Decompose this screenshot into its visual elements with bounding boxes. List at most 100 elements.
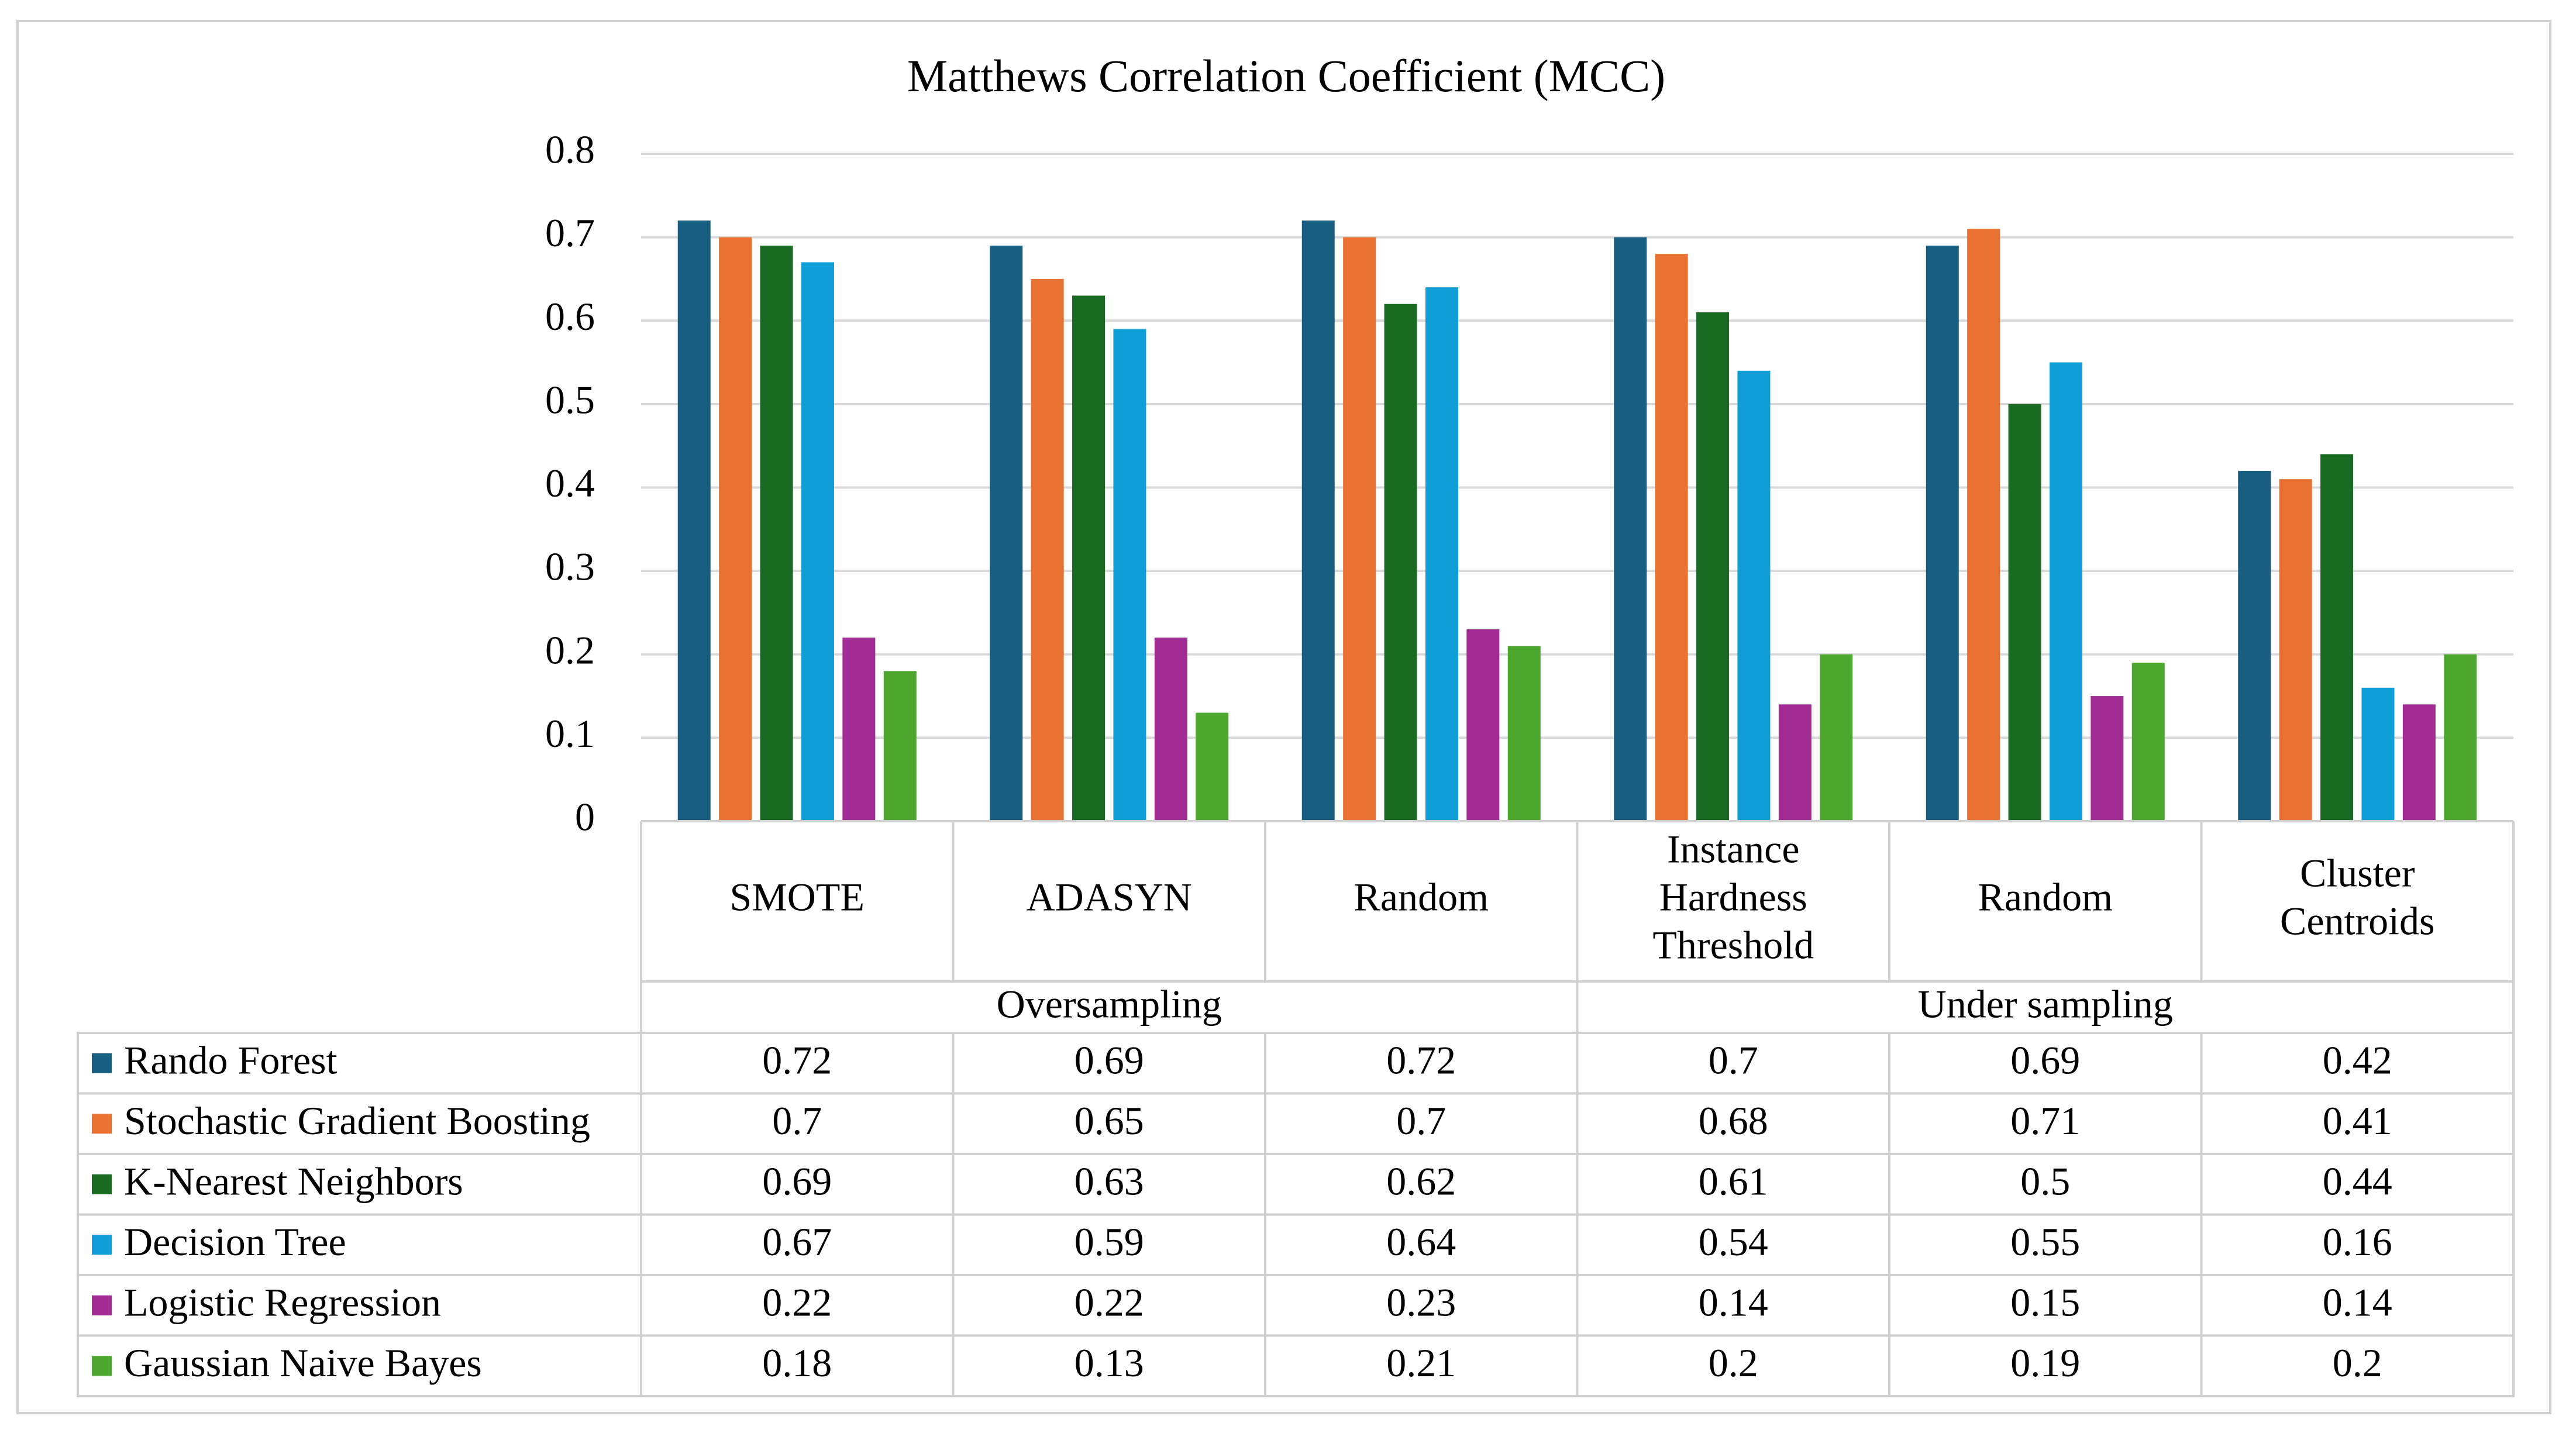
bar — [1425, 287, 1458, 821]
bar — [1301, 221, 1335, 822]
bar — [801, 262, 834, 822]
legend-label: Rando Forest — [124, 1038, 338, 1082]
bar — [1384, 304, 1417, 821]
bar — [883, 671, 917, 821]
chart-frame: Matthews Correlation Coefficient (MCC) 0 0… — [16, 20, 2551, 1414]
legend-key — [92, 1235, 112, 1255]
bar — [1466, 629, 1500, 821]
data-table-cell: 0.19 — [2010, 1341, 2080, 1385]
data-table-cell: 0.14 — [1699, 1280, 1768, 1324]
bar — [2444, 654, 2477, 821]
data-table-cell: 0.55 — [2010, 1219, 2080, 1264]
bar — [1820, 654, 1853, 821]
y-tick-label: 0.5 — [545, 377, 595, 422]
data-table-cell: 0.68 — [1699, 1098, 1768, 1143]
data-table-cell: 0.22 — [762, 1280, 832, 1324]
legend-key — [92, 1114, 112, 1134]
category-label: Random — [1978, 875, 2113, 919]
data-table-cell: 0.65 — [1075, 1098, 1144, 1143]
bar — [677, 221, 711, 822]
bar — [1967, 229, 2000, 821]
data-table-cell: 0.44 — [2323, 1159, 2392, 1203]
legend-label: Logistic Regression — [124, 1280, 441, 1324]
bar — [719, 237, 752, 821]
category-label: Random — [1354, 875, 1489, 919]
legend-key — [92, 1295, 112, 1315]
data-table-cell: 0.69 — [762, 1159, 832, 1203]
data-table-cell: 0.14 — [2323, 1280, 2392, 1324]
data-table-cell: 0.72 — [762, 1038, 832, 1082]
category-label: Cluster — [2300, 851, 2415, 895]
data-table-cell: 0.54 — [1699, 1219, 1768, 1264]
bar — [2238, 470, 2271, 821]
category-label: SMOTE — [730, 875, 865, 919]
legend-key — [92, 1174, 112, 1194]
data-table-cell: 0.63 — [1075, 1159, 1144, 1203]
data-table-cell: 0.7 — [1709, 1038, 1758, 1082]
y-tick-label: 0.6 — [545, 294, 595, 339]
data-table-cell: 0.42 — [2323, 1038, 2392, 1082]
data-table-cell: 0.67 — [762, 1219, 832, 1264]
bar — [1778, 704, 1812, 821]
data-table-cell: 0.23 — [1386, 1280, 1456, 1324]
bar — [1507, 646, 1541, 821]
data-table-cell: 0.2 — [1709, 1341, 1758, 1385]
bar — [1031, 278, 1064, 821]
chart: Matthews Correlation Coefficient (MCC) 0 0… — [77, 50, 2515, 1397]
bar — [1113, 329, 1146, 821]
y-tick-label: 0.2 — [545, 628, 595, 672]
y-tick-label: 0.1 — [545, 711, 595, 756]
data-table-cell: 0.41 — [2323, 1098, 2392, 1143]
legend-key — [92, 1356, 112, 1376]
category-label: Instance — [1667, 827, 1800, 871]
legend-label: Gaussian Naive Bayes — [124, 1341, 482, 1385]
y-tick-label: 0 — [575, 795, 595, 839]
data-table-cell: 0.16 — [2323, 1219, 2392, 1264]
legend-label: K-Nearest Neighbors — [124, 1159, 463, 1203]
data-table-cell: 0.72 — [1386, 1038, 1456, 1082]
data-table-cell: 0.59 — [1075, 1219, 1144, 1264]
category-label: Centroids — [2280, 899, 2434, 943]
y-tick-label: 0.4 — [545, 461, 595, 505]
data-table-cell: 0.21 — [1386, 1341, 1456, 1385]
legend-key — [92, 1053, 112, 1073]
data-table-cell: 0.69 — [2010, 1038, 2080, 1082]
bar — [1072, 295, 1106, 821]
y-tick-label: 0.8 — [545, 128, 595, 172]
category-label: Threshold — [1652, 923, 1814, 967]
bar — [1655, 254, 1688, 821]
data-table-cell: 0.18 — [762, 1341, 832, 1385]
bar — [842, 638, 876, 821]
bar — [2091, 696, 2124, 821]
bar — [2279, 479, 2312, 821]
data-table-cell: 0.13 — [1075, 1341, 1144, 1385]
data-table-cell: 0.69 — [1075, 1038, 1144, 1082]
group-label: Oversampling — [997, 982, 1222, 1026]
data-table-cell: 0.64 — [1386, 1219, 1456, 1264]
data-table-cell: 0.62 — [1386, 1159, 1456, 1203]
y-tick-label: 0.7 — [545, 211, 595, 255]
bar — [1343, 237, 1376, 821]
data-table-cell: 0.7 — [1396, 1098, 1446, 1143]
data-table-cell: 0.22 — [1075, 1280, 1144, 1324]
bar — [1926, 245, 1959, 821]
bar — [1154, 638, 1187, 821]
y-tick-label: 0.3 — [545, 545, 595, 589]
bar — [1737, 370, 1771, 821]
category-label: ADASYN — [1027, 875, 1192, 919]
bar — [2049, 362, 2082, 821]
group-label: Under sampling — [1918, 982, 2173, 1026]
chart-title: Matthews Correlation Coefficient (MCC) — [907, 50, 1665, 101]
data-table-cell: 0.71 — [2010, 1098, 2080, 1143]
category-label: Hardness — [1659, 875, 1807, 919]
bar — [2320, 454, 2354, 821]
bar — [990, 245, 1023, 821]
bar — [2131, 663, 2165, 821]
bar — [1614, 237, 1647, 821]
bar — [2402, 704, 2436, 821]
bar — [1696, 312, 1730, 821]
bar — [1196, 712, 1229, 821]
data-table-cell: 0.7 — [772, 1098, 822, 1143]
bar — [2008, 404, 2041, 821]
bar — [760, 245, 793, 821]
